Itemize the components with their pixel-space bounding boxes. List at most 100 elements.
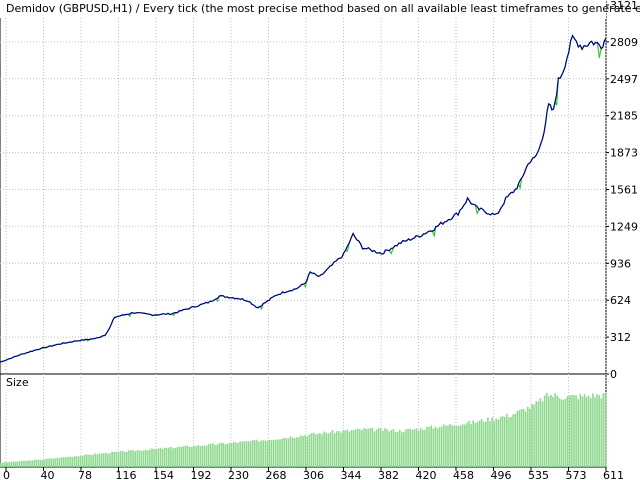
size-bar bbox=[508, 417, 510, 467]
size-bar bbox=[359, 429, 361, 467]
size-bar bbox=[239, 441, 241, 467]
y-axis-tick-labels: 0 312 624 936 1249 1561 1873 2185 2497 2809 3121 bbox=[606, 0, 638, 381]
size-bar bbox=[562, 399, 565, 467]
size-bar bbox=[249, 441, 252, 467]
size-bar bbox=[373, 431, 376, 467]
size-bar bbox=[182, 446, 185, 467]
size-bar bbox=[79, 455, 82, 467]
size-bar bbox=[81, 455, 84, 467]
size-bar bbox=[119, 451, 122, 467]
size-bar bbox=[390, 430, 393, 467]
size-bar bbox=[478, 420, 481, 467]
size-bar bbox=[4, 462, 6, 467]
size-bar bbox=[604, 393, 607, 467]
size-bar bbox=[459, 425, 462, 467]
size-bar bbox=[554, 393, 556, 467]
size-bar bbox=[600, 398, 603, 467]
size-bar bbox=[524, 411, 527, 467]
size-bar bbox=[344, 430, 346, 467]
x-tick-label: 0 bbox=[3, 469, 10, 480]
size-bar bbox=[327, 433, 330, 467]
size-bar bbox=[577, 399, 579, 467]
size-bar bbox=[161, 448, 164, 467]
size-bar bbox=[224, 444, 227, 467]
size-bar bbox=[569, 395, 571, 467]
size-bar bbox=[138, 450, 141, 467]
x-tick-label: 611 bbox=[603, 469, 624, 480]
size-bar bbox=[63, 457, 65, 467]
size-bar bbox=[56, 457, 59, 467]
size-bar bbox=[470, 423, 472, 467]
size-bar bbox=[598, 395, 600, 467]
size-bar bbox=[485, 421, 487, 467]
size-bar bbox=[65, 457, 67, 467]
size-bar bbox=[94, 453, 97, 467]
size-bar bbox=[401, 432, 403, 467]
size-bar bbox=[176, 447, 178, 467]
size-bar bbox=[77, 456, 80, 467]
size-bar bbox=[126, 451, 128, 467]
size-bar bbox=[474, 422, 477, 467]
size-bar bbox=[436, 428, 439, 467]
size-bar bbox=[535, 401, 537, 467]
size-bar bbox=[117, 451, 120, 467]
size-bar bbox=[464, 424, 466, 467]
y-tick-label: 1249 bbox=[610, 220, 638, 233]
size-bar bbox=[377, 428, 380, 467]
size-bar bbox=[186, 445, 189, 467]
size-bar bbox=[25, 460, 27, 467]
size-bar bbox=[163, 447, 166, 467]
size-bar bbox=[317, 433, 319, 467]
size-bar bbox=[518, 410, 521, 467]
size-bar bbox=[39, 459, 42, 467]
size-bar bbox=[417, 430, 420, 467]
x-tick-label: 192 bbox=[191, 469, 212, 480]
size-bar bbox=[191, 446, 193, 467]
size-bar bbox=[210, 443, 212, 467]
size-bar bbox=[457, 425, 460, 467]
size-bar bbox=[60, 457, 63, 467]
size-bar bbox=[495, 418, 498, 467]
size-bar bbox=[380, 428, 382, 467]
size-bar bbox=[415, 428, 418, 467]
size-bar bbox=[2, 462, 4, 467]
size-bar bbox=[363, 428, 365, 467]
size-bar bbox=[445, 425, 447, 467]
size-bar bbox=[602, 393, 605, 467]
size-bar bbox=[449, 424, 451, 467]
size-bar bbox=[531, 403, 533, 467]
size-bar bbox=[155, 448, 157, 467]
size-bar bbox=[407, 429, 409, 467]
size-bar bbox=[172, 448, 174, 467]
size-bar bbox=[258, 441, 260, 467]
size-bar bbox=[254, 440, 256, 467]
size-bar bbox=[533, 404, 535, 467]
size-bar bbox=[287, 438, 290, 467]
size-bar bbox=[264, 440, 267, 467]
size-bar bbox=[575, 395, 577, 467]
size-bar bbox=[170, 446, 172, 467]
size-bar bbox=[548, 396, 550, 467]
size-bar bbox=[115, 451, 118, 467]
size-bar bbox=[300, 435, 302, 467]
size-bar bbox=[105, 452, 107, 467]
size-bar bbox=[243, 441, 246, 467]
size-bar bbox=[476, 422, 479, 467]
size-bar bbox=[33, 459, 36, 467]
size-bar bbox=[199, 445, 202, 467]
size-bar bbox=[453, 425, 456, 467]
size-bar bbox=[590, 398, 592, 467]
size-bar bbox=[489, 421, 491, 467]
size-bar bbox=[461, 424, 464, 467]
size-bar bbox=[54, 458, 57, 467]
size-bar bbox=[346, 429, 348, 467]
size-bar bbox=[279, 439, 281, 467]
size-bar bbox=[592, 393, 594, 467]
size-bar bbox=[195, 446, 197, 467]
size-bar bbox=[403, 432, 405, 467]
size-bar bbox=[14, 461, 17, 467]
x-tick-label: 496 bbox=[491, 469, 512, 480]
size-bar bbox=[31, 460, 34, 467]
size-bar bbox=[275, 439, 277, 467]
